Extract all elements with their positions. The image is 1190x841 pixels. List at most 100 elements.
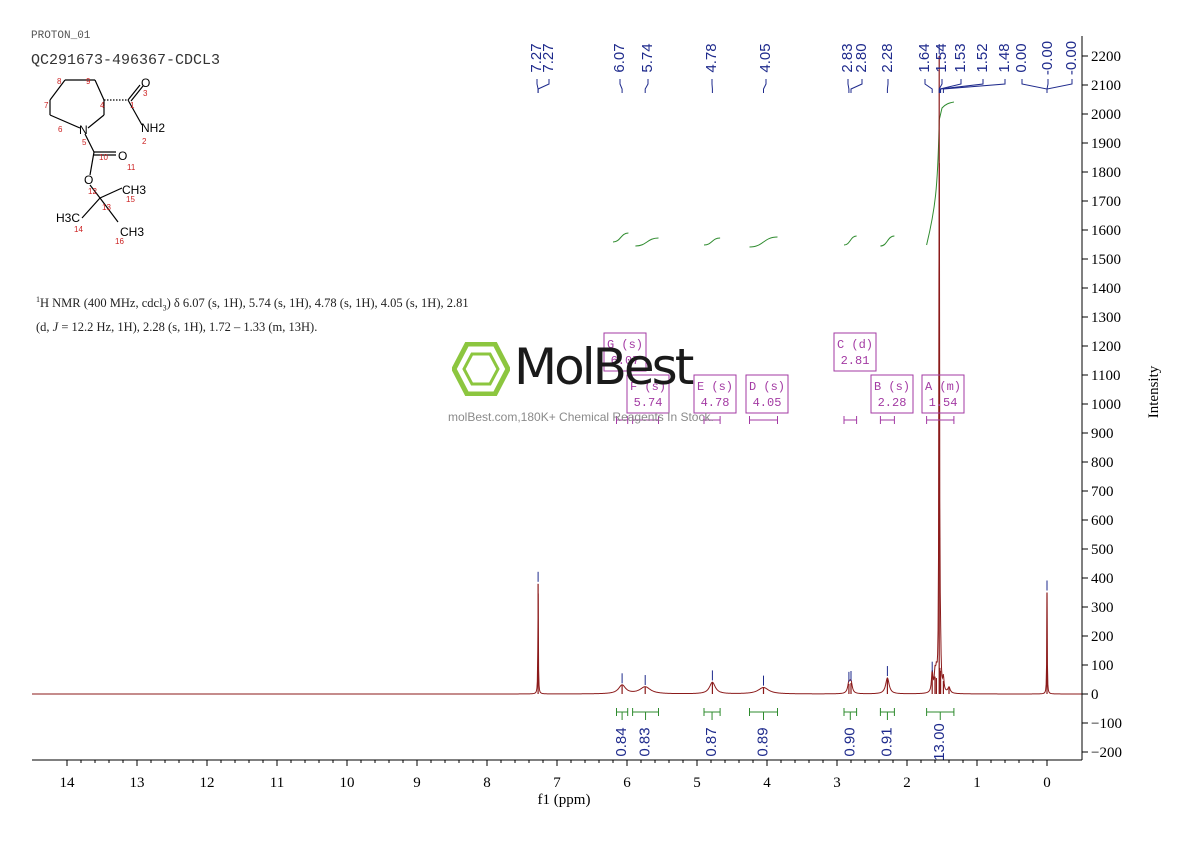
y-tick-label: 1100: [1091, 368, 1120, 384]
multiplet-type: B (s): [874, 380, 910, 394]
atom-label-7: 7: [44, 101, 49, 110]
peak-label-leader: [939, 79, 962, 93]
y-tick-label: 1200: [1091, 339, 1121, 355]
x-tick-label: 10: [340, 775, 355, 791]
integral-curve: [635, 237, 659, 247]
x-tick-label: 12: [200, 775, 215, 791]
x-tick-label: 14: [60, 775, 76, 791]
y-tick-label: −100: [1091, 716, 1122, 732]
y-tick-label: 300: [1091, 600, 1114, 616]
atom-label-9: 9: [86, 77, 91, 86]
y-axis-label: Intensity: [1146, 365, 1162, 418]
peak-label: 0.00: [1013, 43, 1030, 72]
multiplet-box: [693, 374, 737, 414]
x-tick-label: 5: [693, 775, 701, 791]
nmr-desc-part-c: = 12.2 Hz, 1H), 2.28 (s, 1H), 1.72 – 1.3…: [58, 319, 318, 334]
peak-label-leader: [886, 79, 889, 93]
peak-label-leader: [847, 79, 850, 93]
sample-name: QC291673-496367-CDCL3: [31, 52, 221, 69]
peak-label: 1.53: [952, 43, 969, 72]
atom-label-14: 14: [74, 225, 83, 234]
peak-label: 1.54: [933, 43, 950, 72]
multiplet-box: [603, 332, 647, 372]
multiplet-shift: 5.74: [634, 396, 663, 410]
atom-label-11: 11: [127, 163, 136, 172]
x-tick-label: 2: [903, 775, 911, 791]
y-tick-label: 800: [1091, 455, 1114, 471]
peak-label-leader: [850, 79, 863, 93]
peak-label-leader: [1021, 79, 1048, 93]
y-tick-label: 2000: [1091, 107, 1121, 123]
multiplet-type: C (d): [837, 338, 873, 352]
peak-label: 6.07: [611, 43, 628, 72]
integral-curve: [880, 235, 895, 247]
integral-curve-main: [926, 101, 955, 246]
x-tick-label: 3: [833, 775, 841, 791]
peak-label: 1.48: [996, 43, 1013, 72]
atom-label-12: 12: [88, 187, 97, 196]
y-tick-label: 600: [1091, 513, 1114, 529]
multiplet-shift: 2.28: [878, 396, 907, 410]
peak-label-leader: [940, 79, 984, 93]
multiplet-shift: 2.81: [841, 354, 870, 368]
peak-label-leader: [938, 79, 943, 93]
integral-value: 0.89: [754, 727, 771, 756]
y-tick-label: −200: [1091, 745, 1122, 761]
peak-label-leader: [537, 79, 550, 93]
atom-o-ester: O: [118, 149, 127, 163]
integral-curve: [843, 235, 857, 246]
peak-label: 1.64: [916, 43, 933, 72]
peak-label-leader: [619, 79, 623, 93]
multiplet-box: [870, 374, 914, 414]
peak-label: 2.28: [879, 43, 896, 72]
integral-curve: [703, 237, 721, 246]
peak-label-leader: [763, 79, 767, 93]
peak-label-leader: [644, 79, 649, 93]
y-tick-label: 2200: [1091, 49, 1121, 65]
peak-label-leader: [924, 79, 933, 93]
x-tick-label: 9: [413, 775, 421, 791]
atom-label-3: 3: [143, 89, 148, 98]
multiplet-type: G (s): [607, 338, 643, 352]
chemical-structure: O NH2 N O O H3C CH3 CH3 1 2 3 4 5 6 7 8 …: [44, 76, 165, 246]
multiplet-box: [833, 332, 877, 372]
nmr-desc-part-b: ) δ 6.07 (s, 1H), 5.74 (s, 1H), 4.78 (s,…: [36, 296, 469, 334]
peak-label: 7.27: [528, 43, 545, 72]
nmr-description: 1H NMR (400 MHz, cdcl3) δ 6.07 (s, 1H), …: [36, 291, 476, 336]
atom-label-10: 10: [99, 153, 108, 162]
y-tick-label: 1600: [1091, 223, 1121, 239]
y-tick-label: 400: [1091, 571, 1114, 587]
y-tick-label: 1800: [1091, 165, 1121, 181]
sample-id: PROTON_01: [31, 30, 91, 42]
atom-label-13: 13: [102, 203, 111, 212]
x-tick-label: 1: [973, 775, 981, 791]
y-tick-label: 1900: [1091, 136, 1121, 152]
nmr-desc-j: J: [52, 319, 59, 334]
atom-o-ether: O: [84, 173, 93, 187]
watermark-hexagon-icon: [452, 342, 510, 396]
nmr-desc-sup: 1: [36, 295, 40, 304]
multiplet-type: E (s): [697, 380, 733, 394]
peak-label-leader: [942, 79, 1006, 93]
peak-label: 4.78: [703, 43, 720, 72]
y-tick-label: 500: [1091, 542, 1114, 558]
multiplet-type: A (m): [925, 380, 961, 394]
atom-label-16: 16: [115, 237, 124, 246]
multiplet-shift: 4.05: [753, 396, 782, 410]
peak-label: 2.80: [853, 43, 870, 72]
x-tick-label: 4: [763, 775, 771, 791]
y-tick-label: 100: [1091, 658, 1114, 674]
y-tick-label: 1300: [1091, 310, 1121, 326]
x-tick-label: 8: [483, 775, 491, 791]
x-tick-label: 13: [130, 775, 145, 791]
multiplet-type: F (s): [630, 380, 666, 394]
y-tick-label: 1000: [1091, 397, 1121, 413]
atom-label-15: 15: [126, 195, 135, 204]
atom-label-2: 2: [142, 137, 147, 146]
x-axis-label: f1 (ppm): [538, 792, 591, 808]
peak-label: 7.27: [540, 43, 557, 72]
multiplet-shift: 1.54: [929, 396, 958, 410]
nmr-desc-sub: 3: [162, 303, 167, 313]
integral-value: 0.90: [841, 727, 858, 756]
